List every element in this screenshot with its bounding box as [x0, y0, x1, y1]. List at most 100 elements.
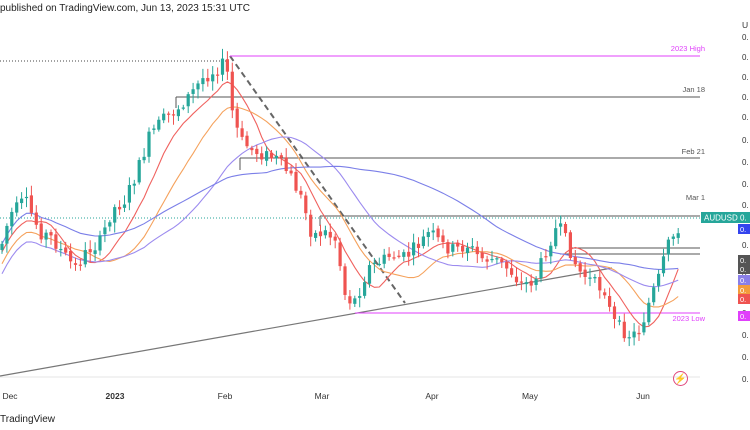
candle: [260, 146, 264, 165]
candle-body: [314, 232, 318, 238]
candle: [524, 277, 528, 293]
candle: [304, 191, 308, 221]
candle: [269, 150, 274, 162]
x-tick-label: Jun: [636, 391, 650, 401]
candle: [470, 238, 474, 252]
candle-body: [108, 222, 112, 227]
candle: [69, 243, 73, 269]
x-tick-label: May: [522, 391, 539, 401]
candle: [314, 230, 318, 242]
candle-body: [5, 225, 9, 244]
candle: [230, 62, 234, 119]
y-tick-label: 0.: [742, 158, 749, 167]
candle: [622, 313, 626, 342]
candle: [637, 325, 641, 341]
candle-body: [284, 157, 288, 171]
candle-body: [255, 148, 259, 155]
x-tick-label: 2023: [106, 391, 125, 401]
price-tag-bg: [738, 255, 750, 265]
candle: [29, 185, 33, 217]
y-tick-label: 0.: [742, 73, 749, 82]
candle: [10, 207, 14, 235]
candle: [274, 150, 278, 165]
candle: [250, 145, 254, 156]
candle: [284, 148, 288, 174]
ma-50-line: [1, 106, 679, 308]
candle-body: [24, 196, 29, 199]
y-tick-label: 0.: [742, 93, 749, 102]
candle-body: [269, 152, 274, 159]
candle-body: [475, 246, 479, 255]
candle: [480, 247, 484, 263]
candle: [49, 229, 53, 245]
price-tag-text: 0.: [740, 295, 746, 304]
candle: [132, 179, 136, 195]
candle-body: [647, 302, 651, 323]
candle-body: [407, 251, 411, 257]
candle: [510, 260, 514, 278]
candle-body: [64, 247, 68, 253]
candle-body: [118, 206, 122, 210]
candle-body: [598, 277, 602, 291]
y-tick-label: 0.: [742, 331, 749, 340]
candle: [642, 312, 646, 336]
candle-body: [142, 156, 146, 161]
candle-body: [603, 292, 607, 296]
candle-body: [309, 214, 313, 237]
candle-body: [328, 231, 332, 238]
candle: [122, 195, 127, 212]
candle: [216, 67, 220, 84]
candle-body: [289, 170, 293, 174]
candle-body: [88, 249, 92, 253]
x-tick-label: Apr: [425, 391, 438, 401]
price-tag-text: 0.: [740, 276, 746, 285]
candle: [358, 288, 362, 308]
price-tag-text: 0.: [740, 265, 746, 274]
candle: [500, 256, 504, 268]
candle-body: [343, 266, 347, 295]
candle: [603, 288, 607, 299]
candle: [240, 120, 244, 141]
candle: [505, 259, 509, 277]
price-tag: 0.: [738, 264, 750, 274]
candle: [456, 239, 460, 252]
lightning-icon[interactable]: ⚡: [673, 371, 688, 386]
x-tick-label: Feb: [218, 391, 233, 401]
candle-body: [98, 235, 102, 251]
candle: [568, 230, 572, 261]
candle: [549, 241, 553, 265]
candle-body: [588, 277, 592, 279]
candle-body: [83, 250, 87, 265]
candle: [54, 228, 58, 253]
candle: [73, 257, 78, 271]
candle-body: [583, 269, 587, 277]
candle-body: [436, 228, 440, 238]
candle: [421, 229, 425, 249]
candle-body: [0, 243, 4, 250]
candle: [451, 240, 455, 257]
candle: [598, 270, 602, 299]
candle-body: [167, 113, 171, 115]
candle: [24, 187, 29, 208]
candle: [59, 240, 63, 257]
candle: [98, 230, 102, 256]
candle: [220, 48, 225, 82]
candle: [279, 152, 283, 166]
candle-body: [510, 268, 514, 275]
level-label: 2023 High: [671, 44, 705, 53]
candle: [137, 157, 141, 185]
candle: [461, 240, 465, 258]
candle: [647, 297, 651, 326]
candle-body: [661, 256, 666, 274]
candle: [353, 295, 357, 307]
candle-body: [612, 306, 617, 319]
candle-body: [461, 245, 465, 252]
candle-body: [514, 276, 519, 283]
candle-body: [353, 298, 357, 304]
level-label: 2023 Low: [672, 314, 705, 323]
price-tag-text: 0.: [740, 256, 746, 265]
candle-body: [568, 232, 572, 258]
price-tag: 0.: [738, 311, 750, 321]
candle: [157, 116, 161, 132]
